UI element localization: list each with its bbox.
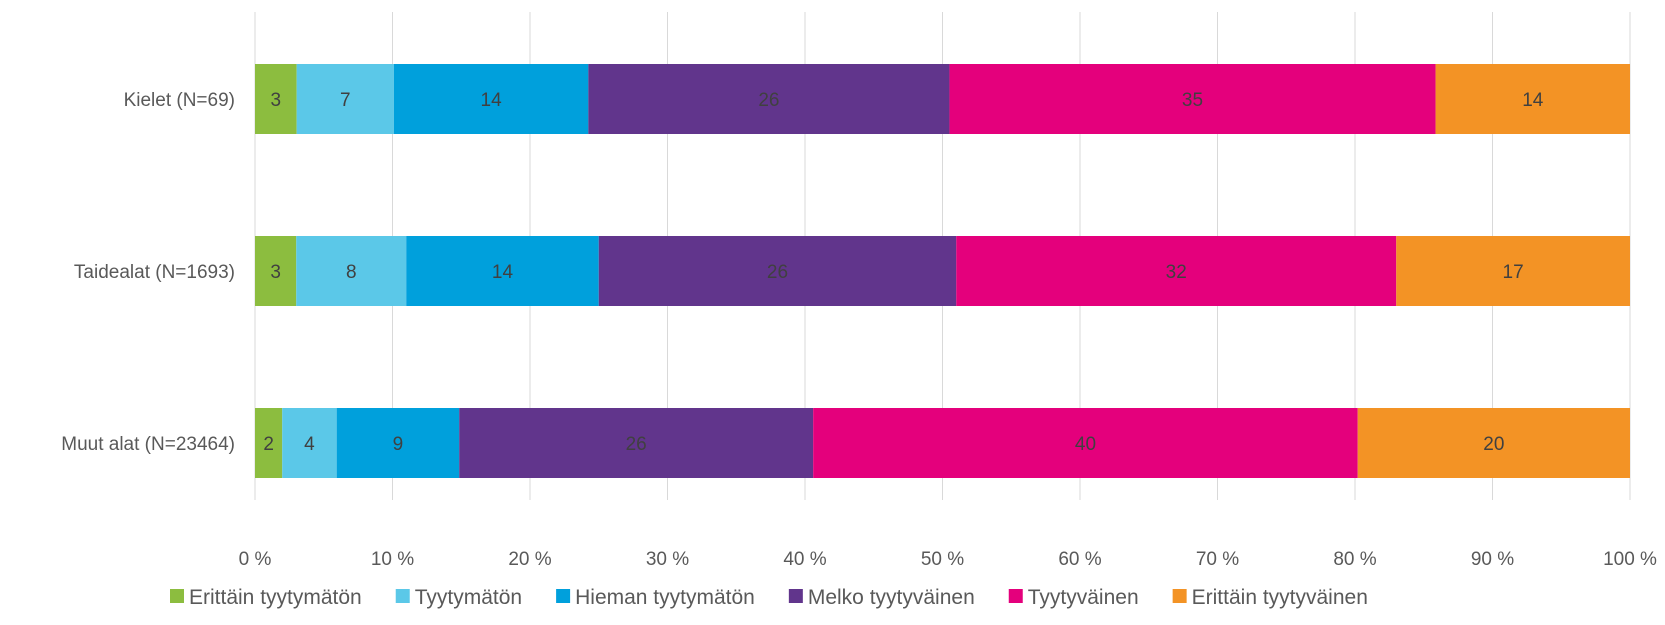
bar-segment [406,236,599,306]
data-label: 14 [492,262,514,283]
x-tick-label: 50 % [921,549,964,570]
legend-swatch [1172,589,1187,603]
x-tick-label: 60 % [1058,549,1101,570]
bar-segment [949,64,1436,134]
bar-segment [393,64,589,134]
data-label: 26 [767,262,788,283]
x-tick-label: 20 % [508,549,551,570]
data-label: 26 [758,90,779,111]
legend-swatch [170,589,184,603]
category-label: Muut alat (N=23464) [61,434,235,455]
bar-segment [1435,64,1630,134]
axes: 0 % 10 % 20 % 30 % 40 % 50 % 60 % 70 % 80 % 90 % 1… [61,90,1657,570]
legend-label: Tyytyväinen [1028,586,1139,609]
legend-label: Erittäin tyytymätön [189,586,362,609]
bar-segment [956,236,1397,306]
data-label: 3 [271,90,282,111]
data-label: 14 [1522,90,1544,111]
data-label: 32 [1166,262,1187,283]
data-label: 26 [626,434,647,455]
data-label: 17 [1503,262,1524,283]
bar-segment [336,408,460,478]
data-label: 4 [304,434,315,455]
bar-segment [1396,236,1630,306]
legend: Erittäin tyytymätön Tyytymätön Hieman tyyt… [170,586,1368,609]
bar-segment [598,236,957,306]
x-tick-label: 100 % [1603,549,1657,570]
data-label: 8 [346,262,357,283]
data-label: 35 [1182,90,1203,111]
legend-swatch [788,589,803,603]
bar-segment [296,64,394,134]
category-label: Kielet (N=69) [124,90,235,111]
x-tick-label: 80 % [1333,549,1376,570]
legend-swatch [556,589,571,603]
x-tick-label: 90 % [1471,549,1514,570]
data-label: 14 [481,90,503,111]
data-label: 40 [1075,434,1096,455]
x-tick-label: 70 % [1196,549,1239,570]
x-tick-label: 0 % [239,549,272,570]
legend-label: Melko tyytyväinen [808,586,975,609]
legend-swatch [1008,589,1023,603]
legend-label: Tyytymätön [415,586,522,609]
data-label: 2 [263,434,274,455]
x-tick-label: 10 % [371,549,414,570]
bar-segment [296,236,407,306]
x-tick-label: 40 % [783,549,826,570]
legend-label: Erittäin tyytyväinen [1192,586,1368,609]
bar-segment [255,64,297,134]
bar-segment [459,408,814,478]
data-label: 9 [393,434,404,455]
bar-segment [255,236,297,306]
data-label: 3 [270,262,281,283]
category-label: Taidealat (N=1693) [74,262,235,283]
data-label: 20 [1483,434,1504,455]
x-tick-label: 30 % [646,549,689,570]
legend-swatch [395,589,410,603]
legend-label: Hieman tyytymätön [575,586,755,609]
bar-segment [588,64,950,134]
bar-segment [282,408,337,478]
data-label: 7 [340,90,351,111]
bars [255,64,1630,478]
bar-segment [1357,408,1630,478]
data-labels: 3 7 14 26 35 14 3 8 14 26 32 17 2 4 9 26 40 20 [263,90,1543,455]
bar-segment [255,408,283,478]
bar-segment [813,408,1358,478]
